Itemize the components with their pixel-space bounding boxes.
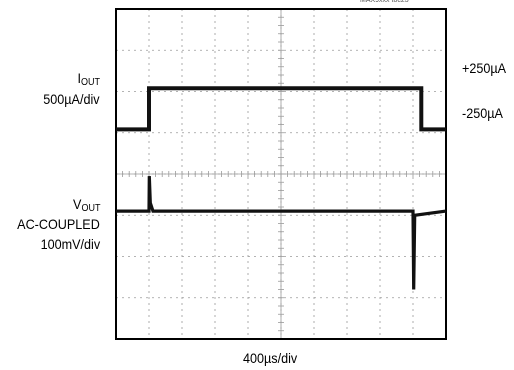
iout-main: I [77,70,82,86]
time-scale-label: 400µs/div [243,350,298,366]
vout-label: VOUT [73,196,100,217]
trace-iout [116,86,446,132]
level-low-label: -250µA [462,105,503,121]
level-high-label: +250µA [462,60,507,76]
traces [116,86,447,290]
iout-scale: 500µA/div [43,91,100,107]
figure-id: MAX9xxx toc23 [360,0,409,4]
trace-vout [116,176,447,290]
iout-label: IOUT [78,70,101,91]
vout-main: V [72,196,82,212]
vout-sub: OUT [81,203,100,214]
vout-scale: 100mV/div [40,236,100,252]
scope-frame [115,8,447,340]
vout-coupling: AC-COUPLED [17,216,100,232]
iout-sub: OUT [81,77,100,88]
graticule [115,8,447,340]
